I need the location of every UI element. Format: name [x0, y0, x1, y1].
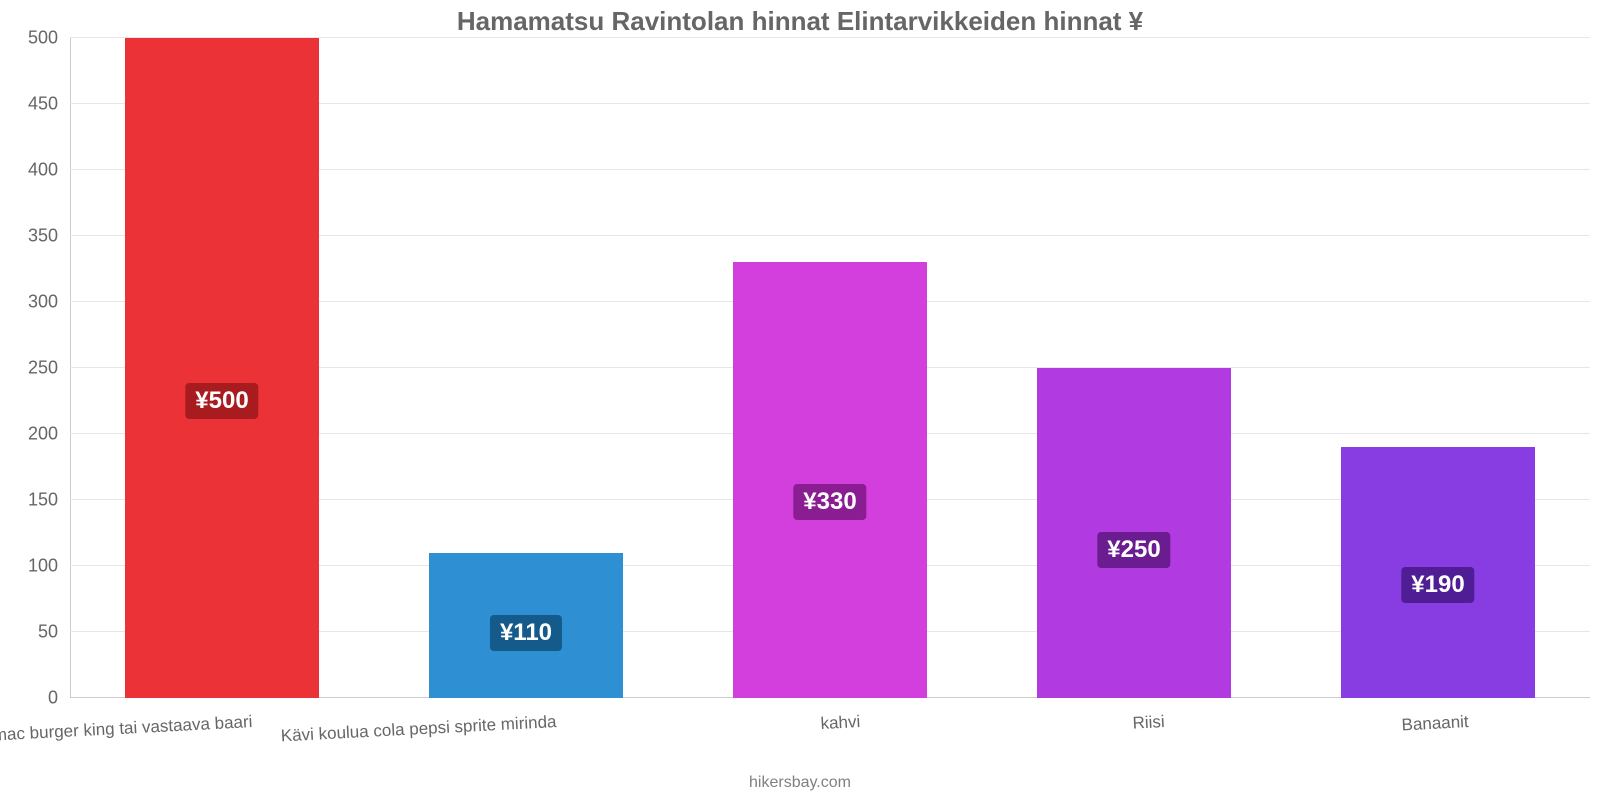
- chart-title: Hamamatsu Ravintolan hinnat Elintarvikke…: [0, 6, 1600, 37]
- x-tick-label: Riisi: [1132, 712, 1165, 734]
- x-tick-label: kahvi: [820, 712, 861, 734]
- bar-value-label: ¥110: [490, 615, 562, 651]
- bar-value-label: ¥330: [793, 484, 866, 520]
- bar-value-label: ¥250: [1097, 532, 1170, 568]
- y-tick-label: 400: [28, 160, 70, 181]
- y-tick-label: 0: [48, 688, 70, 709]
- y-tick-label: 250: [28, 358, 70, 379]
- x-tick-label: mac burger king tai vastaava baari: [0, 712, 253, 746]
- y-tick-label: 450: [28, 94, 70, 115]
- y-tick-label: 350: [28, 226, 70, 247]
- bar: [733, 262, 928, 698]
- y-tick-label: 50: [38, 622, 70, 643]
- bar: [125, 38, 320, 698]
- y-axis-line: [70, 38, 71, 698]
- bar-value-label: ¥500: [185, 383, 258, 419]
- x-axis-labels: mac burger king tai vastaava baariKävi k…: [70, 712, 1590, 772]
- chart-plot-area: 050100150200250300350400450500¥500¥110¥3…: [70, 38, 1590, 698]
- y-tick-label: 500: [28, 28, 70, 49]
- bar-value-label: ¥190: [1401, 567, 1474, 603]
- x-tick-label: Banaanit: [1401, 712, 1469, 735]
- y-tick-label: 200: [28, 424, 70, 445]
- y-tick-label: 150: [28, 490, 70, 511]
- x-tick-label: Kävi koulua cola pepsi sprite mirinda: [280, 712, 557, 746]
- y-tick-label: 100: [28, 556, 70, 577]
- y-tick-label: 300: [28, 292, 70, 313]
- attribution-text: hikersbay.com: [0, 774, 1600, 792]
